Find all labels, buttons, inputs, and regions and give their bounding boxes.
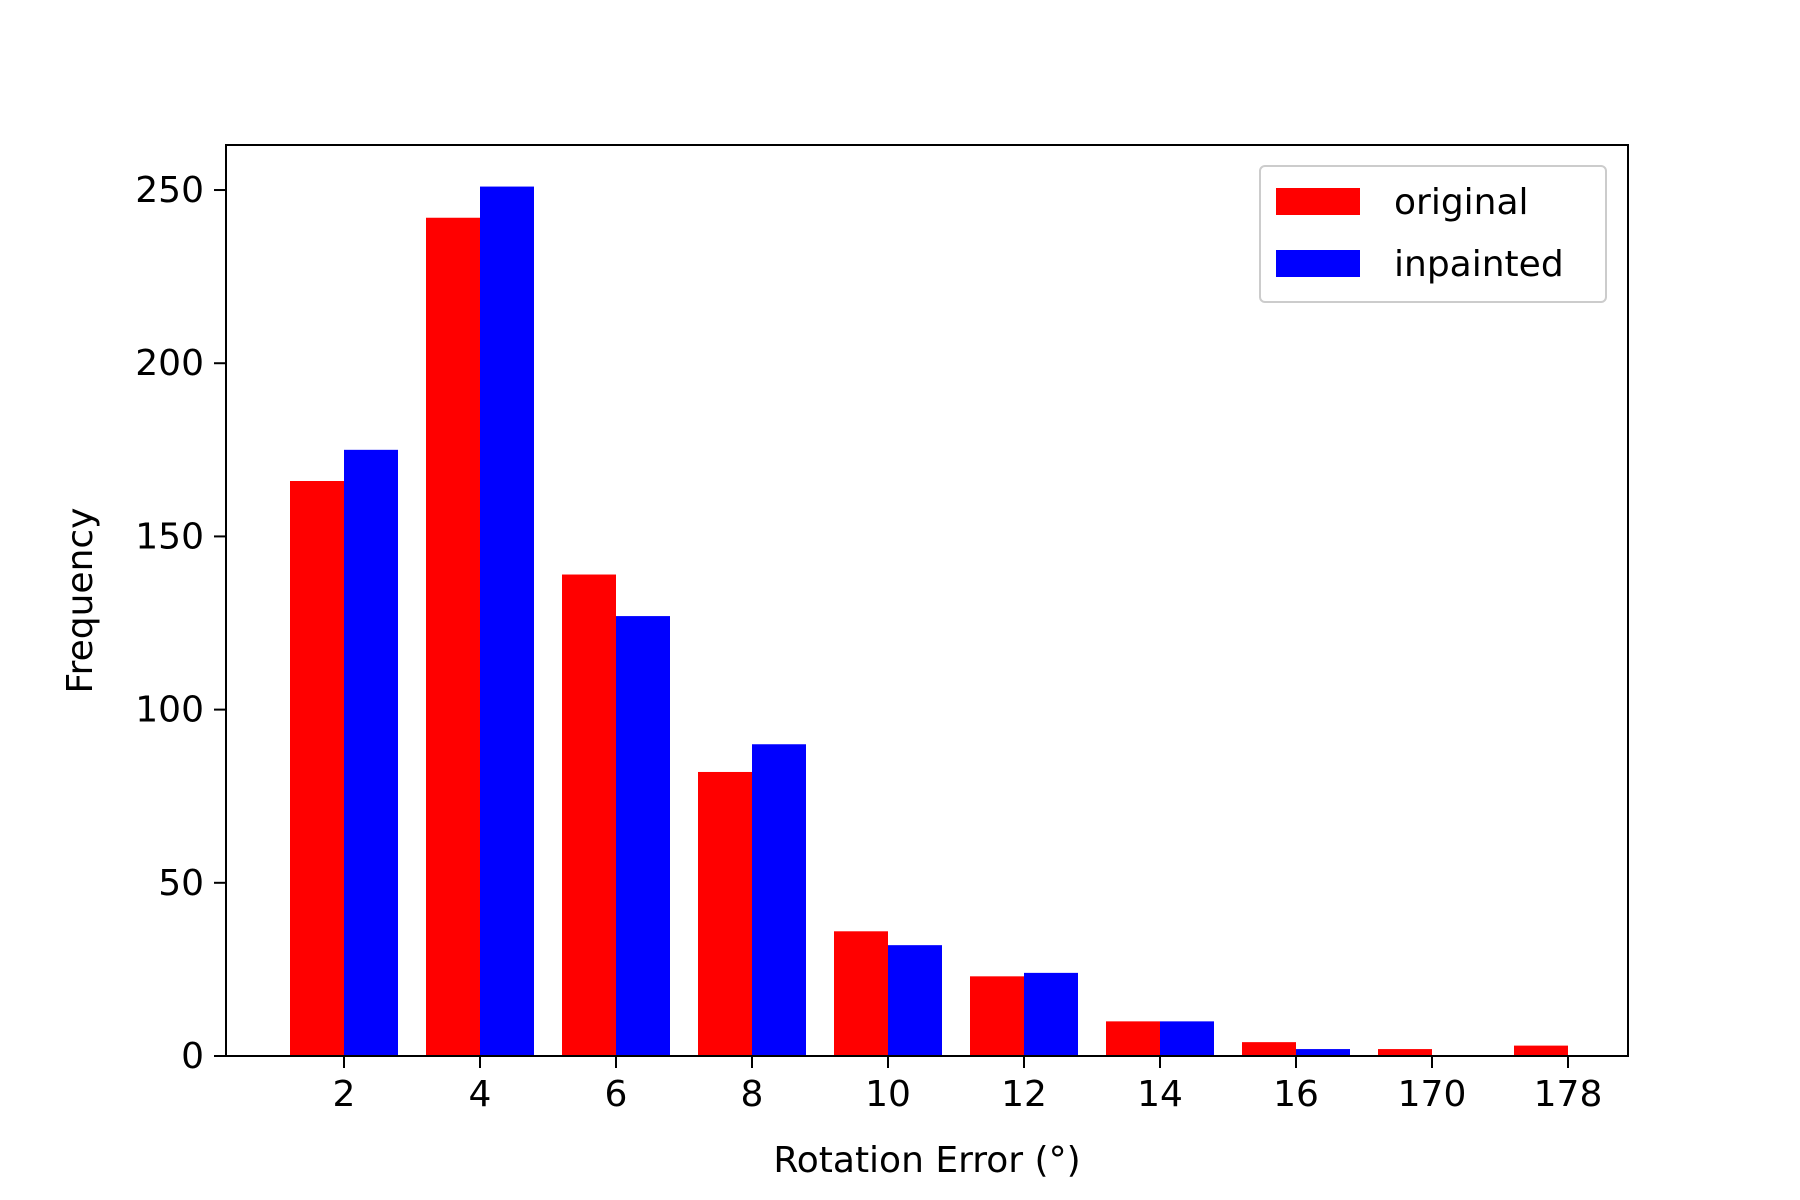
legend-swatch-original (1276, 188, 1360, 215)
bar-inpainted-16 (1296, 1049, 1350, 1056)
x-tick-label-16: 16 (1273, 1074, 1319, 1115)
y-tick-label-100: 100 (135, 690, 204, 731)
legend-swatch-inpainted (1276, 250, 1360, 277)
bar-inpainted-10 (888, 945, 942, 1056)
y-axis-label: Frequency (60, 508, 101, 694)
bar-original-8 (698, 771, 752, 1056)
bar-inpainted-2 (344, 449, 398, 1056)
x-tick-label-12: 12 (1001, 1074, 1047, 1115)
y-tick-label-150: 150 (135, 516, 204, 557)
y-tick-label-50: 50 (158, 863, 204, 904)
y-tick-label-200: 200 (135, 343, 204, 384)
bar-original-170 (1378, 1049, 1432, 1056)
bar-inpainted-6 (616, 616, 670, 1056)
bar-original-2 (290, 480, 344, 1056)
bar-original-16 (1242, 1042, 1296, 1056)
y-tick-label-0: 0 (181, 1036, 204, 1077)
bar-inpainted-8 (752, 744, 806, 1056)
legend-label-original: original (1394, 182, 1529, 223)
x-tick-label-14: 14 (1137, 1074, 1183, 1115)
bars-group (290, 186, 1568, 1057)
bar-original-178 (1514, 1045, 1568, 1056)
legend: original inpainted (1259, 165, 1607, 303)
x-tick-label-170: 170 (1398, 1074, 1467, 1115)
x-tick-label-10: 10 (865, 1074, 911, 1115)
bar-inpainted-14 (1160, 1021, 1214, 1056)
bar-original-10 (834, 931, 888, 1056)
x-tick-label-6: 6 (605, 1074, 628, 1115)
x-tick-label-4: 4 (469, 1074, 492, 1115)
y-tick-label-250: 250 (135, 170, 204, 211)
bar-inpainted-12 (1024, 972, 1078, 1056)
bar-original-14 (1106, 1021, 1160, 1056)
bar-original-6 (562, 574, 616, 1056)
x-tick-label-178: 178 (1534, 1074, 1603, 1115)
x-axis-label: Rotation Error (°) (773, 1140, 1080, 1181)
x-ticks-group: 2 4 6 8 10 12 14 16 170 178 (333, 1056, 1603, 1115)
x-tick-label-2: 2 (333, 1074, 356, 1115)
bar-inpainted-4 (480, 186, 534, 1057)
plot-frame (225, 144, 1629, 1057)
bar-original-4 (426, 217, 480, 1056)
bar-original-12 (970, 976, 1024, 1056)
legend-label-inpainted: inpainted (1394, 244, 1564, 285)
x-tick-label-8: 8 (741, 1074, 764, 1115)
y-ticks-group: 0 50 100 150 200 250 (135, 170, 226, 1077)
